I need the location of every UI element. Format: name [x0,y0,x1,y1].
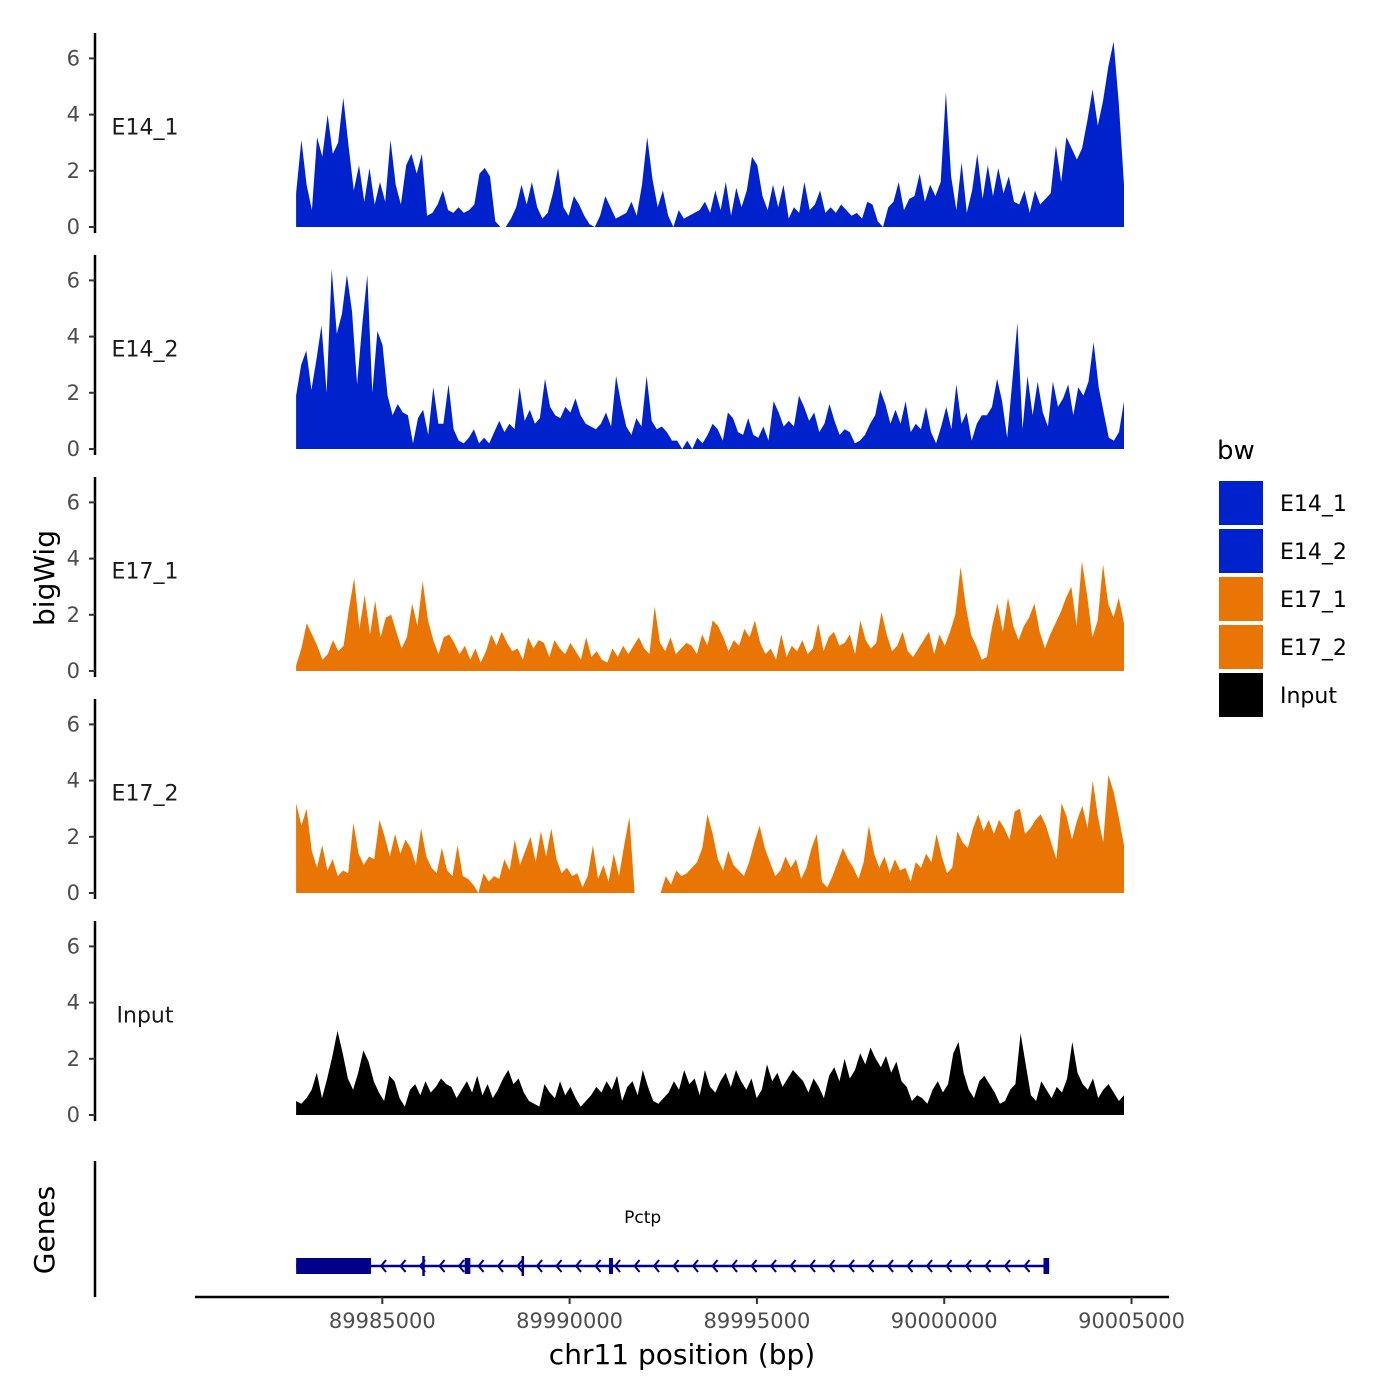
legend-label: Input [1280,684,1337,709]
strand-arrow [906,1259,914,1273]
strand-arrow [555,1259,563,1273]
strand-arrow [574,1259,582,1273]
y-tick-label: 6 [67,712,80,736]
strand-arrow [828,1259,836,1273]
gene-exon [608,1258,613,1274]
y-tick-label: 4 [67,325,80,349]
coverage-area [296,269,1125,449]
strand-arrow [945,1259,953,1273]
track-label: E14_1 [112,115,179,140]
y-tick-label: 2 [67,159,80,183]
legend-swatch [1219,481,1263,525]
track-label: E14_2 [112,337,179,362]
legend-swatch [1219,577,1263,621]
track-e14-1: 0 2 4 6 E14_1 [67,33,1125,239]
legend-label: E14_2 [1280,540,1347,565]
coverage-area [296,775,1125,893]
gene-exon [1043,1258,1050,1274]
y-tick-label: 2 [67,603,80,627]
strand-arrow [613,1259,621,1273]
strand-arrow [496,1259,504,1273]
strand-arrow [691,1259,699,1273]
strand-arrow [867,1259,875,1273]
strand-arrow [594,1259,602,1273]
track-label: E17_2 [112,781,179,806]
gene-exon [464,1258,471,1274]
y-tick-label: 0 [67,659,80,683]
y-tick-label: 0 [67,437,80,461]
x-tick-label: 89995000 [703,1309,810,1333]
strand-arrow [769,1259,777,1273]
y-tick-label: 2 [67,825,80,849]
strand-arrow [379,1259,387,1273]
strand-arrow [399,1259,407,1273]
y-tick-label: 6 [67,46,80,70]
y-tick-label: 0 [67,881,80,905]
y-tick-label: 0 [67,1103,80,1127]
strand-arrow [789,1259,797,1273]
genes-track: Pctp [93,1161,1050,1297]
y-tick-label: 2 [67,381,80,405]
legend-label: E17_1 [1280,588,1347,613]
y-tick-label: 6 [67,490,80,514]
legend-label: E17_2 [1280,636,1347,661]
y-tick-label: 6 [67,268,80,292]
track-e17-1: 0 2 4 6 E17_1 [67,477,1125,683]
y-tick-label: 2 [67,1047,80,1071]
legend-swatch [1219,625,1263,669]
strand-arrow [925,1259,933,1273]
strand-arrow [516,1259,524,1273]
legend: bw E14_1 E14_2 E17_1 E17_2 Input [1217,436,1347,717]
x-tick-label: 89990000 [516,1309,623,1333]
strand-arrow [808,1259,816,1273]
coverage-area [296,1030,1125,1115]
strand-arrow [847,1259,855,1273]
y-tick-label: 4 [67,991,80,1015]
strand-arrow [438,1259,446,1273]
y-tick-label: 4 [67,769,80,793]
coverage-area [296,561,1125,671]
y-tick-label: 6 [67,934,80,958]
strand-arrow [886,1259,894,1273]
coverage-tracks: 0 2 4 6 E14_1 0 2 4 6 E14_2 0 2 4 6 E17_1 0 2 4 6 E17_2 0 2 4 6… [67,33,1125,1127]
strand-arrow [964,1259,972,1273]
x-tick-label: 90005000 [1078,1309,1185,1333]
x-axis-title: chr11 position (bp) [549,1338,815,1371]
y-tick-label: 4 [67,547,80,571]
strand-arrow [457,1259,465,1273]
strand-arrow [477,1259,485,1273]
strand-arrow [1003,1259,1011,1273]
track-e17-2: 0 2 4 6 E17_2 [67,699,1125,905]
coverage-area [296,41,1125,227]
y-tick-label: 4 [67,103,80,127]
track-label: E17_1 [112,559,179,584]
gene-name: Pctp [624,1208,661,1228]
x-tick-label: 90000000 [891,1309,998,1333]
legend-label: E14_1 [1280,492,1347,517]
legend-swatch [1219,673,1263,717]
y-axis-title: bigWig [28,530,61,626]
strand-arrow [1023,1259,1031,1273]
strand-arrow [750,1259,758,1273]
strand-arrow [672,1259,680,1273]
strand-arrow [535,1259,543,1273]
gene-exon [296,1258,372,1274]
legend-title: bw [1217,436,1255,466]
strand-arrow [711,1259,719,1273]
track-e14-2: 0 2 4 6 E14_2 [67,255,1125,461]
genes-axis-title: Genes [28,1186,61,1274]
track-label: Input [117,1003,174,1028]
strand-arrow [633,1259,641,1273]
strand-arrow [730,1259,738,1273]
legend-swatch [1219,529,1263,573]
y-tick-label: 0 [67,215,80,239]
strand-arrow [652,1259,660,1273]
strand-arrow [984,1259,992,1273]
x-axis: 89985000 89990000 89995000 90000000 90005000 [195,1295,1185,1333]
x-tick-label: 89985000 [329,1309,436,1333]
track-input: 0 2 4 6 Input [67,921,1125,1127]
